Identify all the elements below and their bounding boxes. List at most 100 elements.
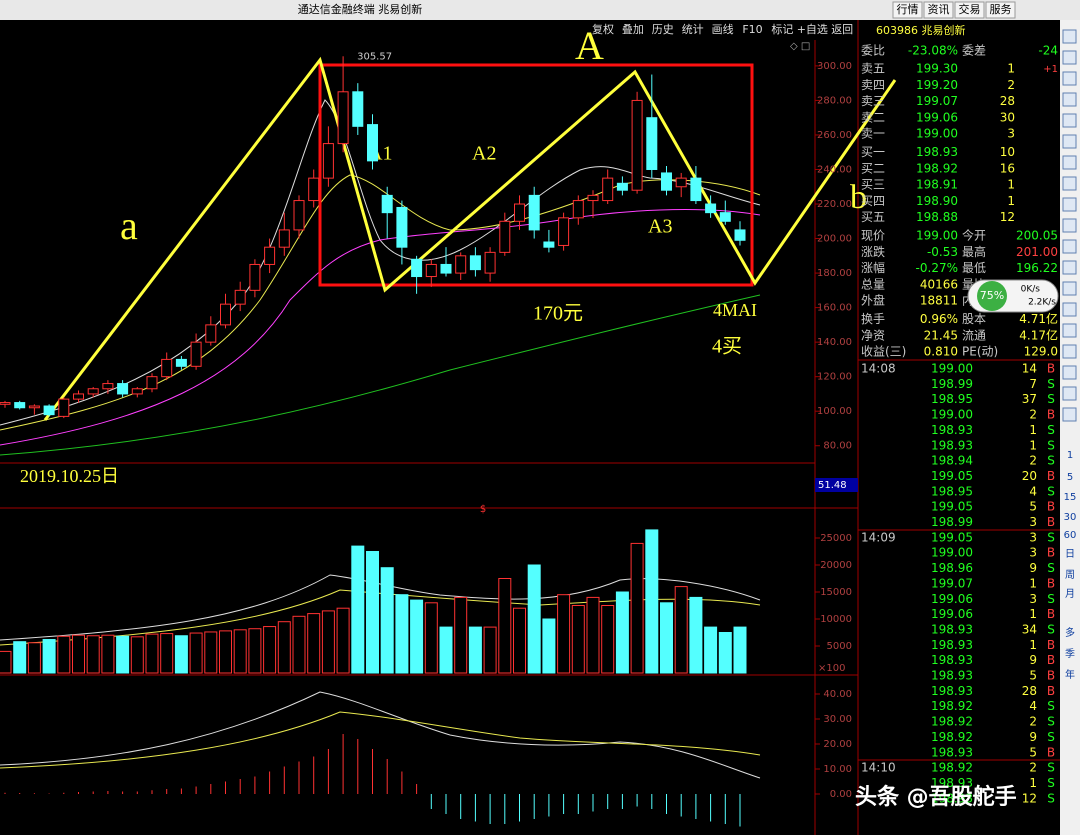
candle-body xyxy=(322,143,334,179)
trade-volume: 2 xyxy=(1029,715,1037,729)
menu-button[interactable] xyxy=(923,1,954,19)
candle-body xyxy=(249,263,261,291)
candle-body xyxy=(14,402,26,409)
toolbar xyxy=(0,20,860,40)
tool-icon[interactable] xyxy=(1062,302,1077,317)
book-volume: 3 xyxy=(1007,127,1015,141)
period-button[interactable]: 年 xyxy=(1065,668,1075,681)
menu-label[interactable]: 行情 xyxy=(897,3,919,16)
tool-icon[interactable] xyxy=(1062,344,1077,359)
candle-body xyxy=(58,398,70,417)
unit-label: ×100 xyxy=(818,663,845,674)
trade-side: S xyxy=(1047,715,1055,729)
period-button[interactable]: 60 xyxy=(1064,530,1077,541)
trade-price: 199.05 xyxy=(931,500,973,514)
volume-bar xyxy=(615,591,629,674)
trade-side: S xyxy=(1047,791,1055,805)
book-label: 买三 xyxy=(861,178,885,192)
trade-volume: 3 xyxy=(1029,530,1037,544)
candle-body xyxy=(234,289,246,305)
period-button[interactable]: 日 xyxy=(1065,549,1075,560)
volume-bar xyxy=(0,650,12,674)
trade-volume: 3 xyxy=(1029,546,1037,560)
tool-icon[interactable] xyxy=(1062,386,1077,401)
candle-body xyxy=(190,341,202,367)
tool-icon[interactable] xyxy=(1062,134,1077,149)
toolbar-button[interactable]: 标记 xyxy=(771,22,793,36)
watermark: 头条 @吾股舵手 xyxy=(855,784,1017,810)
volume-bar xyxy=(263,626,277,674)
stat-label: 换手 xyxy=(861,312,885,326)
volume-bar xyxy=(674,586,688,674)
menu-button[interactable] xyxy=(985,1,1016,19)
toolbar-button[interactable]: 叠加 xyxy=(622,23,644,36)
trade-side: S xyxy=(1047,484,1055,498)
tool-icon[interactable] xyxy=(1062,365,1077,380)
tool-icon[interactable] xyxy=(1062,197,1077,212)
tool-icon[interactable] xyxy=(1062,113,1077,128)
period-button[interactable]: 月 xyxy=(1065,588,1075,600)
trade-volume: 5 xyxy=(1029,745,1037,759)
trade-price: 199.06 xyxy=(931,592,973,606)
y-tick-label: 260.00 xyxy=(817,130,852,141)
window-title: 通达信金融终端 兆易创新 xyxy=(298,2,423,16)
period-button[interactable]: 多 xyxy=(1065,626,1075,639)
book-price: 198.91 xyxy=(916,178,958,192)
trade-price: 198.92 xyxy=(931,715,973,729)
quote-value: -24 xyxy=(1038,44,1058,58)
period-button[interactable]: 5 xyxy=(1067,472,1073,483)
tool-icon[interactable] xyxy=(1062,50,1077,65)
menu-label[interactable]: 服务 xyxy=(990,3,1012,16)
trade-volume: 7 xyxy=(1029,377,1037,391)
period-button[interactable]: 15 xyxy=(1064,492,1077,503)
tool-icon[interactable] xyxy=(1062,92,1077,107)
period-button[interactable]: 周 xyxy=(1065,569,1075,581)
toolbar-button[interactable]: 统计 xyxy=(682,23,704,36)
tool-icon[interactable] xyxy=(1062,155,1077,170)
toolbar-button[interactable]: 画线 xyxy=(712,22,734,36)
trade-side: B xyxy=(1047,515,1055,529)
menu-button[interactable] xyxy=(892,1,923,19)
candle-body xyxy=(543,241,555,248)
volume-bar xyxy=(233,629,247,674)
period-button[interactable]: 30 xyxy=(1064,512,1077,523)
trade-volume: 3 xyxy=(1029,515,1037,529)
volume-bar xyxy=(395,594,409,674)
tool-icon[interactable] xyxy=(1062,71,1077,86)
tool-icon[interactable] xyxy=(1062,260,1077,275)
period-button[interactable]: 1 xyxy=(1067,450,1073,461)
tool-icon[interactable] xyxy=(1062,323,1077,338)
trade-price: 198.93 xyxy=(931,423,973,437)
tool-icon[interactable] xyxy=(1062,281,1077,296)
stat-value: -0.53 xyxy=(927,245,958,259)
book-volume: 16 xyxy=(1000,161,1015,175)
volume-bar xyxy=(733,626,747,674)
toolbar-button[interactable]: +自选 xyxy=(797,23,828,36)
trade-price: 198.95 xyxy=(931,484,973,498)
trade-price: 199.00 xyxy=(931,362,973,376)
book-volume: 1 xyxy=(1007,62,1015,76)
toolbar-button[interactable]: 历史 xyxy=(652,23,674,36)
menu-button[interactable] xyxy=(954,1,985,19)
menu-label[interactable]: 资讯 xyxy=(928,3,950,16)
toolbar-button[interactable]: 复权 xyxy=(592,22,614,36)
period-button[interactable]: 季 xyxy=(1065,648,1075,660)
quote-label: 委比 xyxy=(861,44,885,58)
volume-bar xyxy=(130,636,144,674)
trade-price: 198.99 xyxy=(931,377,973,391)
trade-volume: 3 xyxy=(1029,592,1037,606)
menu-label[interactable]: 交易 xyxy=(959,2,981,16)
toolbar-button[interactable]: F10 xyxy=(742,23,762,36)
tool-icon[interactable] xyxy=(1062,176,1077,191)
toolbar-button[interactable]: 返回 xyxy=(831,23,853,36)
candle-body xyxy=(616,182,628,191)
candle-body xyxy=(602,177,614,202)
y-tick-label: 80.00 xyxy=(823,441,852,452)
trade-price: 198.93 xyxy=(931,622,973,636)
annotation: 170元 xyxy=(533,303,583,325)
tool-icon[interactable] xyxy=(1062,407,1077,422)
trade-side: S xyxy=(1047,423,1055,437)
tool-icon[interactable] xyxy=(1062,218,1077,233)
tool-icon[interactable] xyxy=(1062,29,1077,44)
tool-icon[interactable] xyxy=(1062,239,1077,254)
